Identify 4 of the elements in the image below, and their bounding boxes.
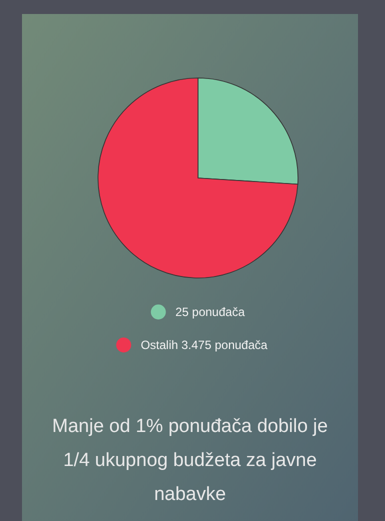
pie-slice bbox=[98, 78, 298, 278]
legend-label: Ostalih 3.475 ponuđača bbox=[140, 338, 268, 352]
legend-label: 25 ponuđača bbox=[175, 305, 246, 319]
text: Manje od 1% ponuđača dobilo je 1/4 ukupnog budžeta za javne nabavke bbox=[52, 416, 328, 505]
